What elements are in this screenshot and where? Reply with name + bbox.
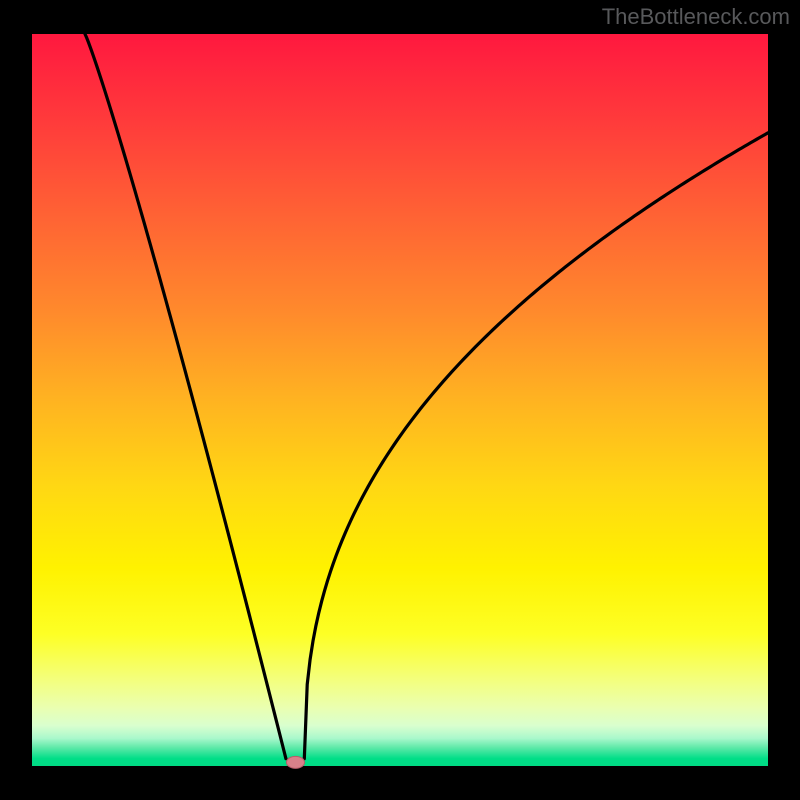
plot-gradient-background [32,34,768,766]
chart-frame: TheBottleneck.com [0,0,800,800]
watermark-text: TheBottleneck.com [602,4,790,30]
